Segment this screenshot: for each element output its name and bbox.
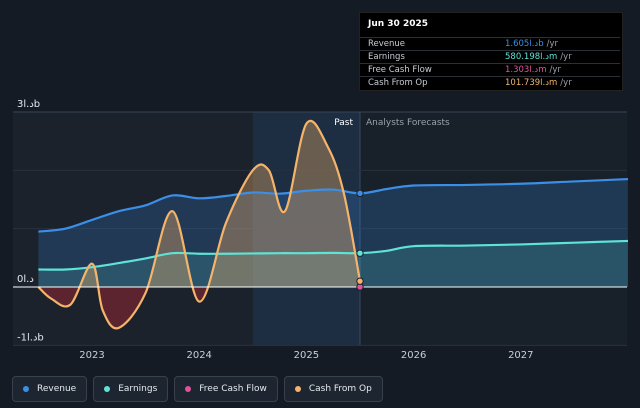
legend-label: Revenue (37, 384, 77, 394)
legend-dot-icon (294, 386, 301, 392)
cash-from-op-negative-area (38, 287, 360, 329)
revenue-line (38, 177, 629, 233)
cash-from-op-positive-area (38, 121, 360, 287)
tooltip-row-label: Free Cash Flow (368, 65, 432, 75)
tooltip-row-value: 580.198د.اm/yr (505, 52, 572, 62)
tooltip-row-unit: /yr (560, 78, 572, 88)
tooltip-row: Revenue 1.605د.اb/yr (360, 37, 620, 51)
x-tick-label: 2026 (401, 350, 426, 361)
tooltip-row-value: 1.303د.اm/yr (505, 65, 561, 75)
legend-item-revenue[interactable]: Revenue (12, 376, 88, 402)
tooltip-row-unit: /yr (549, 65, 561, 75)
legend-item-free-cash-flow[interactable]: Free Cash Flow (174, 376, 278, 402)
tooltip-row-value: 1.605د.اb/yr (505, 39, 558, 49)
x-tick-label: 2023 (79, 350, 104, 361)
earnings-marker (356, 249, 364, 257)
tooltip-row-unit: /yr (560, 52, 572, 62)
tooltip-row: Cash From Op 101.739د.اm/yr (360, 76, 620, 90)
legend-dot-icon (104, 386, 111, 392)
legend-label: Free Cash Flow (199, 384, 267, 394)
y-tick-label: 3د.اb (17, 99, 40, 110)
legend-item-earnings[interactable]: Earnings (93, 376, 169, 402)
tooltip-row: Earnings 580.198د.اm/yr (360, 50, 620, 64)
y-tick-label: 0د.ا (17, 274, 34, 285)
tooltip-row-label: Revenue (368, 39, 406, 49)
y-tick-label: -1د.اb (17, 332, 44, 343)
past-region-label: Past (334, 118, 353, 128)
legend-label: Cash From Op (308, 384, 372, 394)
cash-from-op-line (37, 120, 362, 330)
legend-dot-icon (23, 386, 29, 392)
forecast-region-label: Analysts Forecasts (366, 118, 450, 128)
earnings-area (38, 240, 628, 287)
tooltip-panel: Jun 30 2025 Revenue 1.605د.اb/yr Earnings 5… (359, 12, 623, 91)
cash-from-op-marker (356, 277, 364, 285)
x-tick-label: 2025 (294, 350, 319, 361)
x-tick-label: 2027 (508, 350, 533, 361)
legend-item-cash-from-op[interactable]: Cash From Op (283, 376, 383, 402)
legend-dot-icon (185, 386, 192, 392)
tooltip-date: Jun 30 2025 (368, 19, 429, 29)
earnings-line (38, 239, 629, 271)
revenue-marker (356, 189, 364, 198)
legend: Revenue Earnings Free Cash Flow Cash From O… (12, 376, 383, 402)
tooltip-row-value: 101.739د.اm/yr (505, 78, 572, 88)
tooltip-row-label: Cash From Op (368, 78, 428, 88)
legend-label: Earnings (118, 384, 158, 394)
tooltip-row: Free Cash Flow 1.303د.اm/yr (360, 63, 620, 77)
financial-chart: 3د.اb 0د.ا -1د.اb 2023 2024 2025 2026 2027 Pas… (13, 99, 629, 361)
tooltip-row-label: Earnings (368, 52, 405, 62)
x-tick-label: 2024 (186, 350, 211, 361)
tooltip-row-unit: /yr (546, 39, 558, 49)
